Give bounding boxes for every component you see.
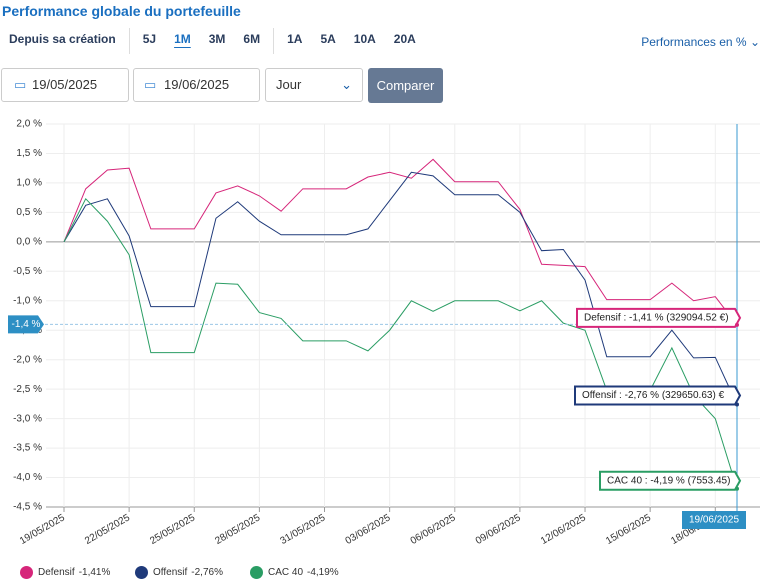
y-tick-label: -4,5 % — [13, 502, 42, 513]
y-tick-label: -2,5 % — [13, 384, 42, 395]
tab[interactable]: 5J — [142, 32, 157, 46]
y-tick-label: -0,5 % — [13, 266, 42, 277]
y-tick-label: -2,0 % — [13, 354, 42, 365]
y-tick-label: -3,0 % — [13, 413, 42, 424]
series-line — [63, 158, 738, 326]
y-tick-label: -3,5 % — [13, 443, 42, 454]
x-tick-label: 22/05/2025 — [83, 512, 132, 547]
tab[interactable]: 20A — [393, 32, 416, 46]
legend-value: -4,19% — [307, 567, 339, 578]
legend-swatch — [135, 566, 148, 579]
tab[interactable]: 6M — [243, 32, 261, 46]
legend-item[interactable]: Offensif -2,76% — [115, 566, 230, 579]
cursor-x-box — [682, 511, 746, 529]
tabs: Depuis sa création 5J 1M 3M 6M 1A 5A 10A 20A — [0, 28, 425, 54]
tooltip-text: CAC 40 : -4,19 % (7553.45) — [607, 475, 730, 486]
compare-button[interactable]: Comparer — [368, 68, 443, 103]
x-tick-label: 06/06/2025 — [409, 512, 458, 547]
tab[interactable]: 1M — [174, 32, 191, 46]
y-tick-label: 1,5 % — [16, 148, 42, 159]
tab[interactable]: 5A — [320, 32, 336, 46]
last-point — [735, 486, 739, 491]
x-tick-label: 15/06/2025 — [604, 512, 653, 547]
tab-separator — [273, 28, 275, 54]
x-tick-label: 31/05/2025 — [278, 512, 327, 547]
cursor-y-box — [8, 315, 44, 334]
y-tick-label: 0,5 % — [16, 207, 42, 218]
series-line — [63, 171, 738, 405]
tab[interactable]: 10A — [353, 32, 376, 46]
tooltip-box — [599, 470, 742, 491]
last-point — [735, 402, 739, 407]
period-text: Jour — [276, 77, 302, 92]
x-tick-label: 28/05/2025 — [213, 512, 262, 547]
x-tick-label: 25/05/2025 — [148, 512, 197, 547]
legend: Defensif -1,41% Offensif -2,76% CAC 40 -4,19% — [0, 566, 345, 579]
legend-swatch — [20, 566, 33, 579]
legend-item[interactable]: CAC 40 -4,19% — [230, 566, 345, 579]
date-from-text: 19/05/2025 — [32, 77, 98, 92]
date-to[interactable]: ▭ 19/06/2025 — [133, 68, 260, 102]
legend-value: -1,41% — [78, 567, 111, 578]
perf-select[interactable]: Performances en % ⌄ — [641, 35, 760, 49]
legend-name: CAC 40 — [268, 567, 304, 578]
date-to-text: 19/06/2025 — [164, 77, 230, 92]
y-tick-label: 2,0 % — [16, 119, 42, 130]
y-tick-label: 1,0 % — [16, 178, 42, 189]
tooltip-text: Defensif : -1,41 % (329094.52 €) — [584, 313, 729, 324]
period-select[interactable]: Jour ⌄ — [265, 68, 363, 102]
legend-name: Defensif — [38, 567, 75, 578]
legend-value: -2,76% — [191, 567, 223, 578]
tab[interactable]: 3M — [208, 32, 226, 46]
tab[interactable]: 1A — [287, 32, 303, 46]
y-tick-label: -4,0 % — [13, 472, 42, 483]
legend-name: Offensif — [153, 567, 188, 578]
tab[interactable]: Depuis sa création — [9, 32, 116, 46]
x-tick-label: 09/06/2025 — [474, 512, 523, 547]
x-tick-label: 12/06/2025 — [539, 512, 588, 547]
legend-swatch — [250, 566, 263, 579]
tooltip-box — [574, 385, 742, 406]
cursor-y-label: -1,4 % — [12, 319, 41, 330]
legend-item[interactable]: Defensif -1,41% — [0, 566, 115, 579]
tooltip-box — [576, 307, 742, 328]
x-tick-label: 03/06/2025 — [344, 512, 393, 547]
y-tick-label: -1,0 % — [13, 295, 42, 306]
title: Performance globale du portefeuille — [2, 3, 241, 19]
last-point — [735, 322, 739, 327]
cursor-x-label: 19/06/2025 — [689, 515, 739, 526]
x-tick-label: 19/05/2025 — [18, 512, 67, 547]
chart: 2,0 % 1,5 % 1,0 % 0,5 % 0,0 % -0,5 % -1,0 % -1,… — [8, 119, 760, 547]
tab-separator — [128, 28, 130, 54]
date-from[interactable]: ▭ 19/05/2025 — [1, 68, 129, 102]
tooltip-text: Offensif : -2,76 % (329650.63) € — [582, 390, 725, 401]
y-tick-label: 0,0 % — [16, 236, 42, 247]
perf-select-text: Performances en % — [641, 35, 747, 49]
